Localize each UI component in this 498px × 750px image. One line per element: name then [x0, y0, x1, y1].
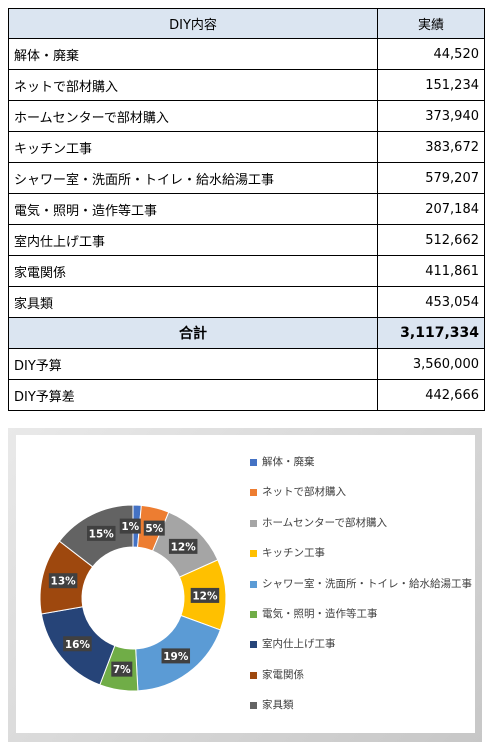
legend-label: 室内仕上げ工事: [262, 638, 336, 651]
data-label: 12%: [168, 538, 198, 554]
table-row: 室内仕上げ工事 512,662: [8, 224, 485, 256]
data-label-box: [111, 661, 133, 677]
legend-item: キッチン工事: [250, 546, 472, 576]
data-label: 15%: [87, 525, 116, 541]
data-label: 7%: [111, 661, 133, 677]
data-label-box: [190, 587, 220, 603]
row-value: 453,054: [377, 286, 485, 318]
row-value: 411,861: [377, 255, 485, 287]
legend-swatch: [250, 641, 257, 649]
legend-swatch: [250, 459, 257, 466]
row-value: 383,672: [377, 131, 485, 163]
data-label-text: 16%: [65, 639, 91, 651]
legend-swatch: [250, 550, 257, 558]
budget-value: 3,560,000: [377, 348, 485, 380]
chart-panel: 1% 5% 12% 12% 19% 7% 16% 13% 15% 解体・廃棄ネットで部材購入ホー…: [8, 428, 482, 742]
header-value: 実績: [377, 8, 485, 39]
row-value: 44,520: [377, 38, 485, 70]
row-label: 室内仕上げ工事: [8, 224, 378, 256]
difference-label: DIY予算差: [8, 379, 378, 411]
row-value: 512,662: [377, 224, 485, 256]
data-label-box: [87, 525, 116, 541]
legend-label: 家電関係: [262, 668, 304, 681]
data-label-text: 12%: [192, 590, 218, 602]
data-label: 13%: [48, 573, 78, 589]
legend-item: 室内仕上げ工事: [250, 637, 472, 667]
total-value: 3,117,334: [377, 317, 485, 349]
data-label-text: 7%: [113, 664, 131, 676]
legend-item: シャワー室・洗面所・トイレ・給水給湯工事: [250, 577, 472, 607]
table-row: シャワー室・洗面所・トイレ・給水給湯工事 579,207: [8, 162, 485, 194]
total-label: 合計: [8, 317, 378, 349]
table-row: 解体・廃棄 44,520: [8, 38, 485, 70]
data-label: 16%: [63, 636, 92, 652]
legend-item: ネットで部材購入: [250, 485, 472, 515]
data-label-box: [161, 648, 191, 664]
legend-swatch: [250, 489, 257, 497]
data-label-text: 19%: [163, 651, 189, 663]
budget-row: DIY予算 3,560,000: [8, 348, 485, 380]
row-label: 家電関係: [8, 255, 378, 287]
data-label: 1%: [119, 518, 141, 534]
legend-label: 電気・照明・造作等工事: [262, 607, 378, 620]
row-value: 207,184: [377, 193, 485, 225]
row-value: 151,234: [377, 69, 485, 101]
data-label: 12%: [190, 587, 220, 603]
row-label: 家具類: [8, 286, 378, 318]
row-label: キッチン工事: [8, 131, 378, 163]
legend-item: 家電関係: [250, 668, 472, 698]
data-label-text: 15%: [89, 528, 115, 540]
total-row: 合計 3,117,334: [8, 317, 485, 349]
legend-swatch: [250, 610, 257, 618]
row-label: 解体・廃棄: [8, 38, 378, 70]
legend-label: 解体・廃棄: [262, 456, 315, 468]
budget-label: DIY予算: [8, 348, 378, 380]
data-label-box: [168, 538, 198, 554]
legend-item: ホームセンターで部材購入: [250, 516, 472, 546]
row-label: ホームセンターで部材購入: [8, 100, 378, 132]
row-value: 579,207: [377, 162, 485, 194]
data-label: 5%: [143, 520, 165, 536]
legend-label: キッチン工事: [262, 547, 325, 560]
legend-item: 家具類: [250, 698, 472, 728]
legend-label: シャワー室・洗面所・トイレ・給水給湯工事: [262, 577, 472, 590]
table-row: ネットで部材購入 151,234: [8, 69, 485, 101]
legend-swatch: [250, 671, 257, 679]
data-label-box: [119, 518, 141, 534]
row-value: 373,940: [377, 100, 485, 132]
header-item: DIY内容: [8, 8, 378, 39]
donut-chart: 1% 5% 12% 12% 19% 7% 16% 13% 15%: [39, 504, 227, 692]
legend-item: 電気・照明・造作等工事: [250, 607, 472, 637]
legend-label: 家具類: [262, 699, 294, 712]
table-row: ホームセンターで部材購入 373,940: [8, 100, 485, 132]
data-label-text: 12%: [171, 541, 197, 553]
row-label: シャワー室・洗面所・トイレ・給水給湯工事: [8, 162, 378, 194]
table-row: 電気・照明・造作等工事 207,184: [8, 193, 485, 225]
data-label-box: [143, 520, 165, 536]
difference-row: DIY予算差 442,666: [8, 379, 485, 411]
data-label: 19%: [161, 648, 191, 664]
legend-swatch: [250, 580, 257, 588]
legend-swatch: [250, 519, 257, 527]
legend-label: ホームセンターで部材購入: [262, 516, 388, 529]
data-label-box: [48, 573, 78, 589]
table-row: キッチン工事 383,672: [8, 131, 485, 163]
table-header-row: DIY内容 実績: [8, 8, 485, 39]
legend-label: ネットで部材購入: [262, 486, 346, 499]
data-label-text: 5%: [145, 523, 163, 535]
chart-legend: 解体・廃棄ネットで部材購入ホームセンターで部材購入 キッチン工事シャワー室・洗面所…: [250, 455, 472, 729]
legend-swatch: [250, 702, 257, 710]
data-label-box: [63, 636, 92, 652]
data-label-text: 1%: [121, 521, 139, 533]
table-row: 家電関係 411,861: [8, 255, 485, 287]
cost-table: DIY内容 実績 解体・廃棄 44,520 ネットで部材購入 151,234 ホ…: [8, 8, 485, 411]
difference-value: 442,666: [377, 379, 485, 411]
row-label: ネットで部材購入: [8, 69, 378, 101]
chart-area: 1% 5% 12% 12% 19% 7% 16% 13% 15% 解体・廃棄ネットで部材購入ホー…: [16, 435, 475, 733]
row-label: 電気・照明・造作等工事: [8, 193, 378, 225]
legend-item: 解体・廃棄: [250, 455, 472, 485]
data-label-text: 13%: [51, 576, 77, 588]
table-row: 家具類 453,054: [8, 286, 485, 318]
